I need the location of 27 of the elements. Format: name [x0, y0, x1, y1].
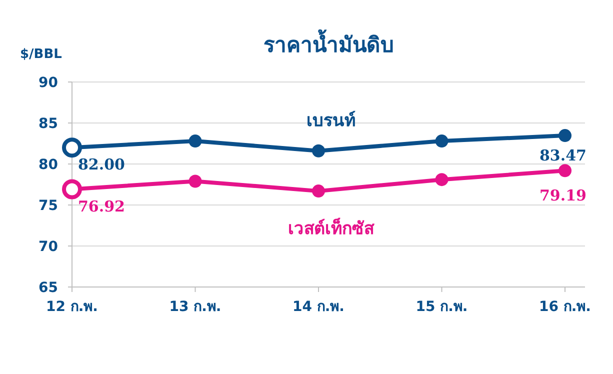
data-label: 76.92	[78, 197, 125, 216]
x-tick-label: 16 ก.พ.	[539, 299, 591, 315]
data-label: 82.00	[78, 156, 125, 174]
point	[312, 184, 325, 198]
point	[435, 134, 448, 148]
y-tick-label: 65	[38, 280, 58, 296]
data-label: 79.19	[540, 186, 586, 205]
x-tick-label: 15 ก.พ.	[416, 299, 468, 315]
x-tick-label: 13 ก.พ.	[169, 299, 222, 315]
series-label: เบรนท์	[306, 110, 356, 131]
x-tick-label: 14 ก.พ.	[292, 299, 344, 315]
series-label: เวสต์เท็กซัส	[288, 216, 375, 239]
point	[188, 134, 202, 148]
point	[558, 129, 572, 142]
x-tick-label: 12 ก.พ.	[46, 299, 98, 315]
point	[188, 174, 202, 188]
y-tick-label: 90	[38, 75, 58, 91]
point	[435, 173, 448, 186]
point	[558, 164, 572, 178]
data-label: 83.47	[540, 146, 586, 165]
point	[312, 144, 325, 158]
y-axis-title: $/BBL	[20, 47, 62, 62]
y-tick-label: 80	[38, 157, 58, 173]
y-tick-label: 75	[38, 198, 58, 214]
chart-title: ราคาน้ำมันดิบ	[264, 29, 394, 57]
y-tick-label: 70	[38, 239, 58, 255]
y-tick-label: 85	[38, 116, 58, 132]
